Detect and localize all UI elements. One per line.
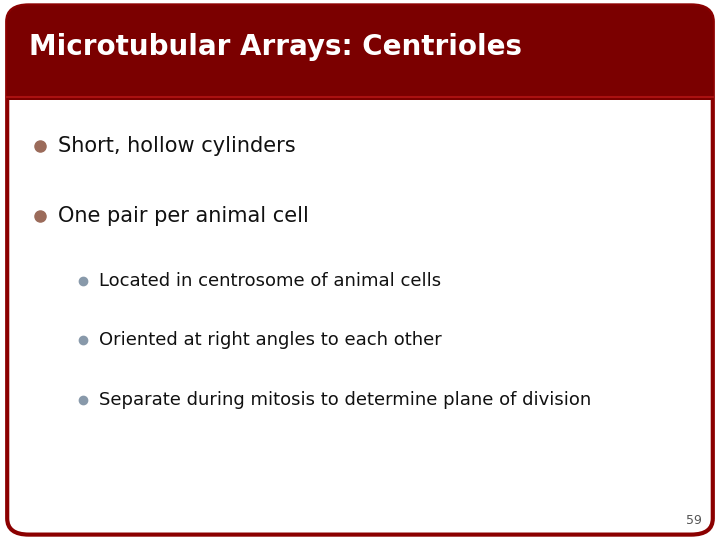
Bar — [7, 73, 713, 100]
FancyBboxPatch shape — [7, 5, 713, 100]
Text: One pair per animal cell: One pair per animal cell — [58, 206, 308, 226]
Text: Microtubular Arrays: Centrioles: Microtubular Arrays: Centrioles — [29, 33, 522, 61]
Text: Located in centrosome of animal cells: Located in centrosome of animal cells — [99, 272, 441, 290]
Text: Oriented at right angles to each other: Oriented at right angles to each other — [99, 331, 441, 349]
FancyBboxPatch shape — [7, 5, 713, 535]
Text: Separate during mitosis to determine plane of division: Separate during mitosis to determine pla… — [99, 390, 591, 409]
Text: 59: 59 — [686, 514, 702, 526]
Text: Short, hollow cylinders: Short, hollow cylinders — [58, 136, 295, 156]
